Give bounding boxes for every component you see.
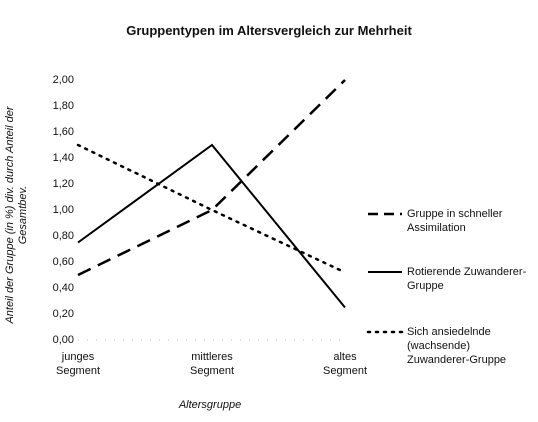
y-tick-label: 0,80 — [53, 230, 74, 242]
y-tick-label: 1,20 — [53, 178, 74, 190]
x-axis-title: Altersgruppe — [178, 399, 242, 411]
y-axis-title: Anteil der Gruppe (in %) div. durch Ante… — [4, 80, 30, 350]
y-tick-label: 1,60 — [53, 126, 74, 138]
y-tick-label: 1,40 — [53, 152, 74, 164]
y-axis-title-line: Gesamtbev. — [17, 185, 29, 245]
y-tick-label: 1,00 — [53, 204, 74, 216]
legend-label: Sich ansiedelnde (wachsende) Zuwanderer-… — [407, 326, 507, 366]
y-tick-label: 0,40 — [53, 282, 74, 294]
y-tick-label: 0,00 — [53, 334, 74, 346]
x-tick-label: junges Segment — [55, 351, 101, 377]
y-tick-label: 1,80 — [53, 100, 74, 112]
chart-title: Gruppentypen im Altersvergleich zur Mehr… — [126, 23, 412, 38]
y-tick-label: 0,20 — [53, 308, 74, 320]
y-tick-label: 0,60 — [53, 256, 74, 268]
legend-label: Gruppe in schneller Assimilation — [407, 208, 503, 234]
series-line — [77, 79, 346, 277]
series-line — [76, 143, 347, 274]
y-axis-title-line: Anteil der Gruppe (in %) div. durch Ante… — [4, 106, 16, 324]
x-tick-label: altes Segment — [322, 351, 368, 377]
series-line — [77, 143, 346, 309]
x-tick-label: mittleres Segment — [189, 351, 235, 377]
legend-label: Rotierende Zuwanderer-Gruppe — [407, 266, 527, 292]
y-tick-label: 2,00 — [53, 74, 74, 86]
